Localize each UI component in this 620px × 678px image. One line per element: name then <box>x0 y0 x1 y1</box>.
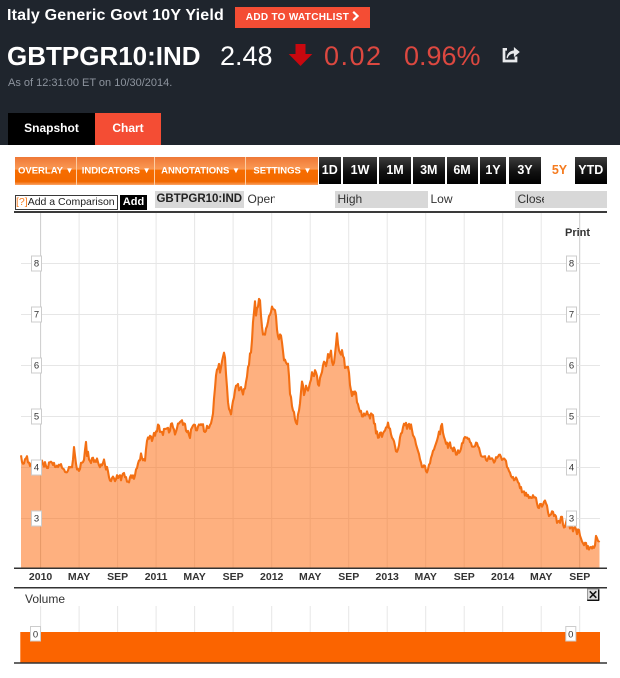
svg-text:MAY: MAY <box>530 571 552 583</box>
svg-text:3: 3 <box>569 514 574 525</box>
svg-text:2010: 2010 <box>29 571 53 583</box>
svg-text:5: 5 <box>569 412 574 423</box>
svg-text:SEP: SEP <box>223 571 244 583</box>
svg-text:2012: 2012 <box>260 571 284 583</box>
svg-text:Print: Print <box>565 227 590 239</box>
svg-text:8: 8 <box>569 259 574 270</box>
svg-text:7: 7 <box>569 310 574 321</box>
svg-text:SEP: SEP <box>454 571 475 583</box>
svg-text:2013: 2013 <box>376 571 400 583</box>
svg-text:SEP: SEP <box>107 571 128 583</box>
svg-text:2014: 2014 <box>491 571 515 583</box>
svg-text:Volume: Volume <box>25 592 65 606</box>
svg-text:0: 0 <box>33 629 38 640</box>
svg-text:0: 0 <box>568 629 573 640</box>
svg-text:2011: 2011 <box>145 571 168 583</box>
svg-text:4: 4 <box>569 463 574 474</box>
svg-text:MAY: MAY <box>183 571 205 583</box>
svg-text:6: 6 <box>569 361 574 372</box>
svg-text:3: 3 <box>34 514 39 525</box>
svg-text:MAY: MAY <box>299 571 321 583</box>
svg-text:4: 4 <box>34 463 39 474</box>
svg-text:7: 7 <box>34 310 39 321</box>
svg-text:6: 6 <box>34 361 39 372</box>
svg-text:SEP: SEP <box>569 571 590 583</box>
svg-text:SEP: SEP <box>338 571 359 583</box>
svg-text:5: 5 <box>34 412 39 423</box>
svg-text:8: 8 <box>34 259 39 270</box>
svg-text:MAY: MAY <box>68 571 90 583</box>
svg-text:MAY: MAY <box>415 571 437 583</box>
